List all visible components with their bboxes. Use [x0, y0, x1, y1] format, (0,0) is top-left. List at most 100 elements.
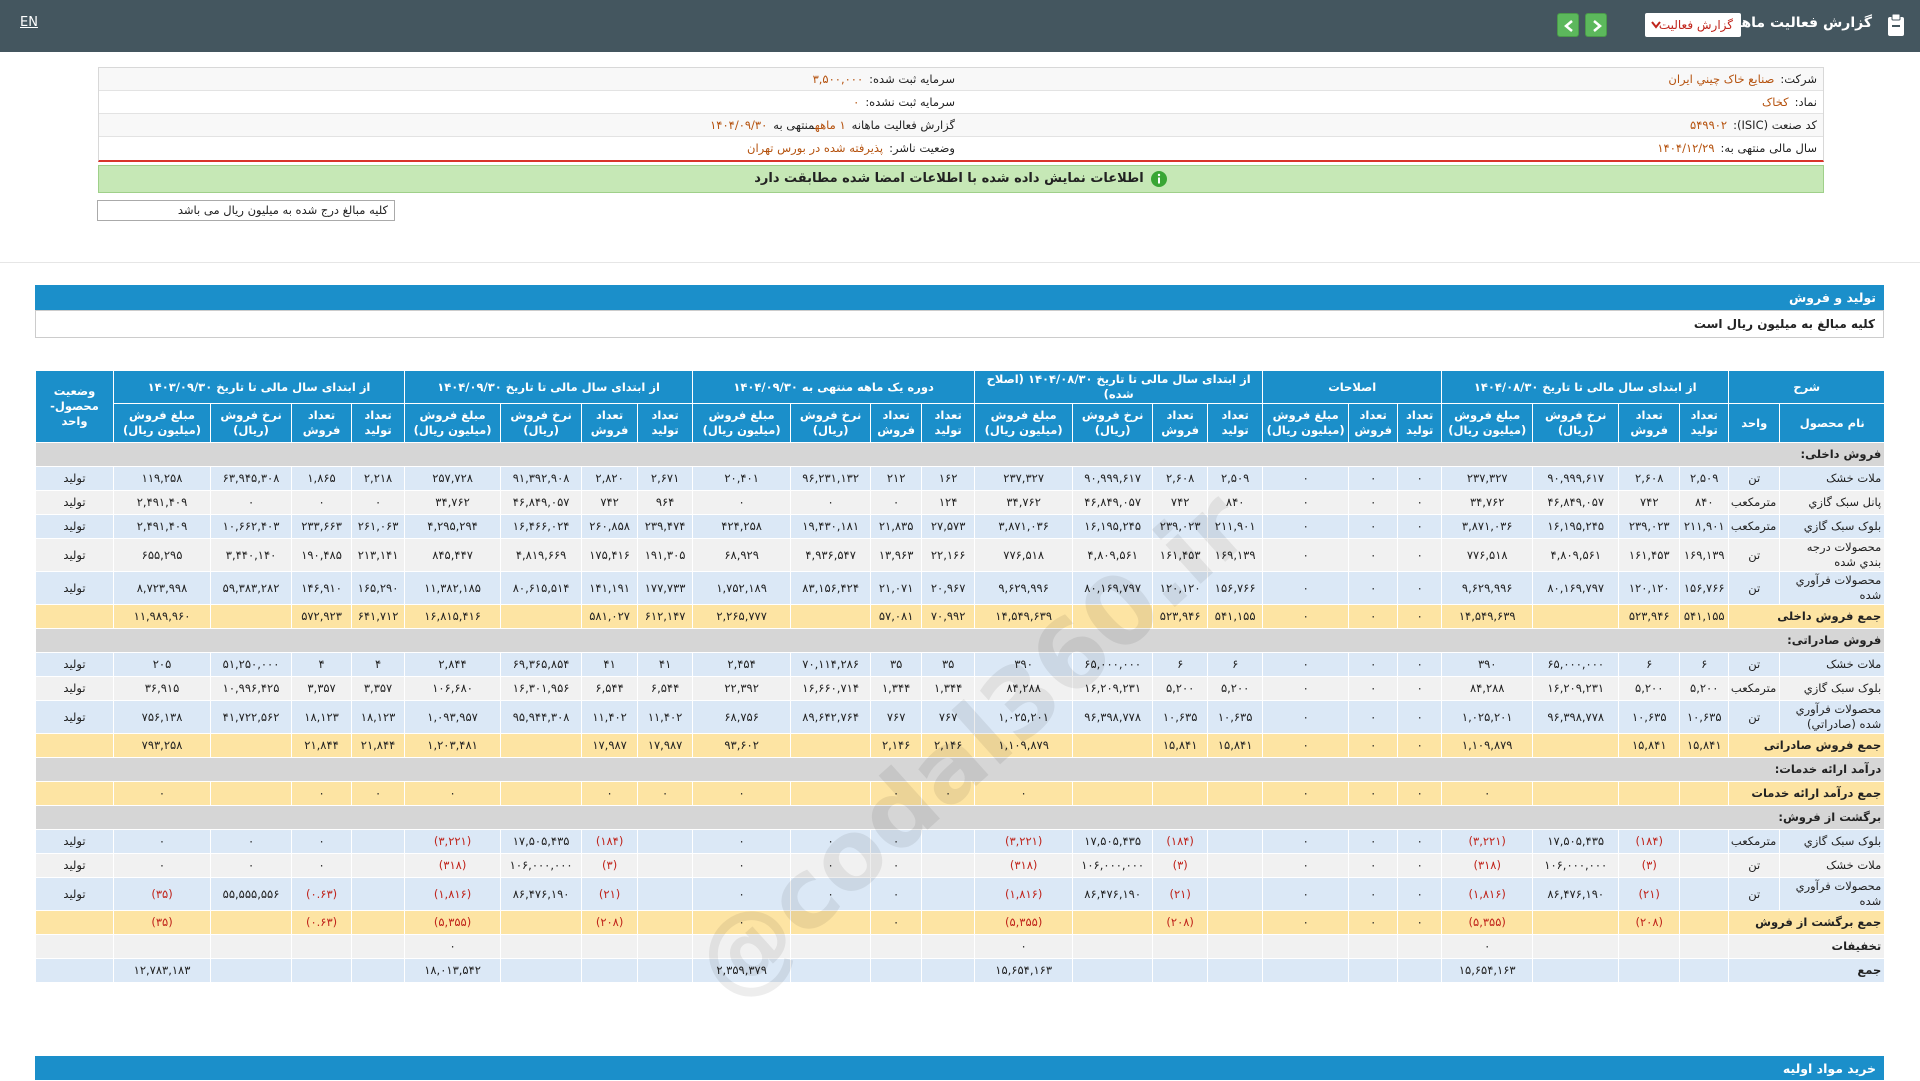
cell: [1072, 910, 1154, 935]
cell: (۱۸۴): [581, 829, 639, 854]
cell: ۱۱,۴۰۲: [637, 700, 694, 734]
cell: ۰: [1262, 829, 1350, 854]
column-header: تعداد تولید: [351, 403, 406, 443]
cell: ۷۷۶,۵۱۸: [1441, 538, 1534, 572]
cell: [1348, 934, 1399, 959]
cell: مترمکعب: [1728, 829, 1781, 854]
total-row: جمع برگشت از فروش (۲۰۸) (۵,۳۵۵) ۰ ۰ ۰ (۲۰۸) (۵,…: [35, 910, 1886, 935]
cell: تن: [1728, 700, 1781, 734]
report-select[interactable]: گزارش فعالیت: [1645, 13, 1741, 37]
cell: [1072, 958, 1154, 983]
cell: [500, 910, 583, 935]
cell: ۲۱۱,۹۰۱: [1679, 514, 1730, 539]
column-header: وضعیت محصول-واحد: [35, 370, 114, 443]
cell: [35, 733, 114, 758]
cell: (۵,۳۵۵): [1441, 910, 1534, 935]
info-label: شرکت:: [1780, 72, 1817, 86]
info-cell: گزارش فعالیت ماهانه ۱ ماههمنتهی به ۱۴۰۴/۰۹…: [99, 114, 961, 136]
cell: ۱۵,۸۴۱: [1679, 733, 1730, 758]
cell: ۲۳۷,۳۲۷: [974, 466, 1074, 491]
cell: ۰: [1262, 676, 1350, 701]
cell: ۸۰,۱۶۹,۷۹۷: [1532, 571, 1620, 605]
cell: (۲۰۸): [1618, 910, 1681, 935]
column-header: تعداد فروش: [870, 403, 923, 443]
cell: ۰: [404, 934, 502, 959]
cell: [637, 853, 694, 878]
total-row: جمع فروش صادراتی ۱۵,۸۴۱ ۱۵,۸۴۱ ۱,۱۰۹,۸۷۹ ۰ ۰ ۰…: [35, 733, 1886, 758]
cell: [1618, 958, 1681, 983]
cell: مترمکعب: [1728, 514, 1781, 539]
cell: ۰: [692, 829, 792, 854]
section-subtitle: کلیه مبالغ به میلیون ریال است: [35, 310, 1884, 338]
cell: ۲,۶۰۸: [1152, 466, 1209, 491]
cell: [790, 604, 872, 629]
top-bar: گزارش فعالیت ماهانه گزارش فعالیت EN: [0, 0, 1920, 52]
info-value: ۵۴۹۹۰۲: [1690, 118, 1728, 132]
cell: [351, 934, 406, 959]
info-value: ۱۴۰۴/۰۹/۳۰: [710, 118, 768, 132]
cell: ۱۶,۲۰۹,۲۳۱: [1072, 676, 1154, 701]
item-row: بلوک سبک گازي مترمکعب (۱۸۴) ۱۷,۵۰۵,۴۳۵ (۳,۲۲…: [35, 829, 1886, 854]
cell: ۹,۶۲۹,۹۹۶: [1441, 571, 1534, 605]
cell: ۶۴۱,۷۱۲: [351, 604, 406, 629]
cell: ۴۶,۸۴۹,۰۵۷: [1532, 490, 1620, 515]
cell: ۴,۹۳۶,۵۴۷: [790, 538, 872, 572]
cell: ۲۱,۸۴۴: [351, 733, 406, 758]
cell: [1679, 958, 1730, 983]
cell: ۰: [974, 781, 1074, 806]
cell: ۵۴۱,۱۵۵: [1207, 604, 1264, 629]
cell: [1262, 934, 1350, 959]
cell: ۲۶۱,۰۶۳: [351, 514, 406, 539]
cell: ۰: [1397, 877, 1443, 911]
prev-button[interactable]: [1557, 13, 1579, 37]
cell: ۶۳,۹۴۵,۳۰۸: [210, 466, 293, 491]
section-title: تولید و فروش: [35, 285, 1884, 310]
cell: ۱,۱۰۹,۸۷۹: [974, 733, 1074, 758]
cell: ۱۰,۶۳۵: [1618, 700, 1681, 734]
cell: ۱۰,۶۶۲,۴۰۳: [210, 514, 293, 539]
item-row: پانل سبک گازي مترمکعب ۸۴۰ ۷۴۲ ۴۶,۸۴۹,۰۵۷ ۳۴,۷…: [35, 490, 1886, 515]
cell: (۳,۲۲۱): [1441, 829, 1534, 854]
cell: ۰: [1262, 466, 1350, 491]
cell: ۶۹,۳۶۵,۸۵۴: [500, 652, 583, 677]
cell: [790, 958, 872, 983]
cell: ۱۵,۸۴۱: [1152, 733, 1209, 758]
cell: ۲,۱۴۶: [921, 733, 976, 758]
cell: ۰: [1348, 466, 1399, 491]
cell: ۲۱۳,۱۴۱: [351, 538, 406, 572]
info-label: سال مالی منتهی به:: [1720, 141, 1817, 155]
cell: ۱۴,۵۴۹,۶۳۹: [1441, 604, 1534, 629]
group-header: اصلاحات: [1262, 370, 1443, 404]
cell: ۲۰۵: [112, 652, 212, 677]
cell: ۴۱: [637, 652, 694, 677]
cell: ۰: [291, 490, 353, 515]
column-header: نرخ فروش (ریال): [1072, 403, 1154, 443]
cell: ۵۴۱,۱۵۵: [1679, 604, 1730, 629]
language-link[interactable]: EN: [20, 15, 38, 30]
cell: (۳۵): [112, 910, 212, 935]
summary-row: جمع ۱۵,۶۵۴,۱۶۳ ۱۵,۶۵۴,۱۶۳ ۲,۳۵۹,۳۷۹ ۱۸,۰۱۳,۵…: [35, 958, 1886, 983]
cell: ۱۶,۴۶۶,۰۲۴: [500, 514, 583, 539]
group-header: از ابتدای سال مالی تا تاریخ ۱۴۰۴/۰۸/۳۰ (…: [974, 370, 1264, 404]
cell: ۲,۶۷۱: [637, 466, 694, 491]
cell: ۰: [1348, 853, 1399, 878]
cell: ۱,۱۰۹,۸۷۹: [1441, 733, 1534, 758]
cell: ۰: [1348, 676, 1399, 701]
cell: [351, 910, 406, 935]
section-row: فروش داخلی:: [34, 442, 1886, 467]
cell: [1152, 958, 1209, 983]
cell: ۸۹,۶۴۲,۷۶۴: [790, 700, 872, 734]
cell: [351, 853, 406, 878]
cell: ۱۱,۴۰۲: [581, 700, 639, 734]
cell: [637, 910, 694, 935]
cell: ۰: [870, 829, 923, 854]
cell: ۲۶۰,۸۵۸: [581, 514, 639, 539]
cell: ۰: [1397, 466, 1443, 491]
cell: تخفیفات: [1728, 934, 1886, 959]
cell: ۰: [1262, 733, 1350, 758]
cell: ۱۲۴: [921, 490, 976, 515]
next-button[interactable]: [1585, 13, 1607, 37]
cell: جمع برگشت از فروش: [1728, 910, 1886, 935]
cell: [1207, 829, 1264, 854]
cell: بلوک سبک گازي: [1779, 829, 1886, 854]
